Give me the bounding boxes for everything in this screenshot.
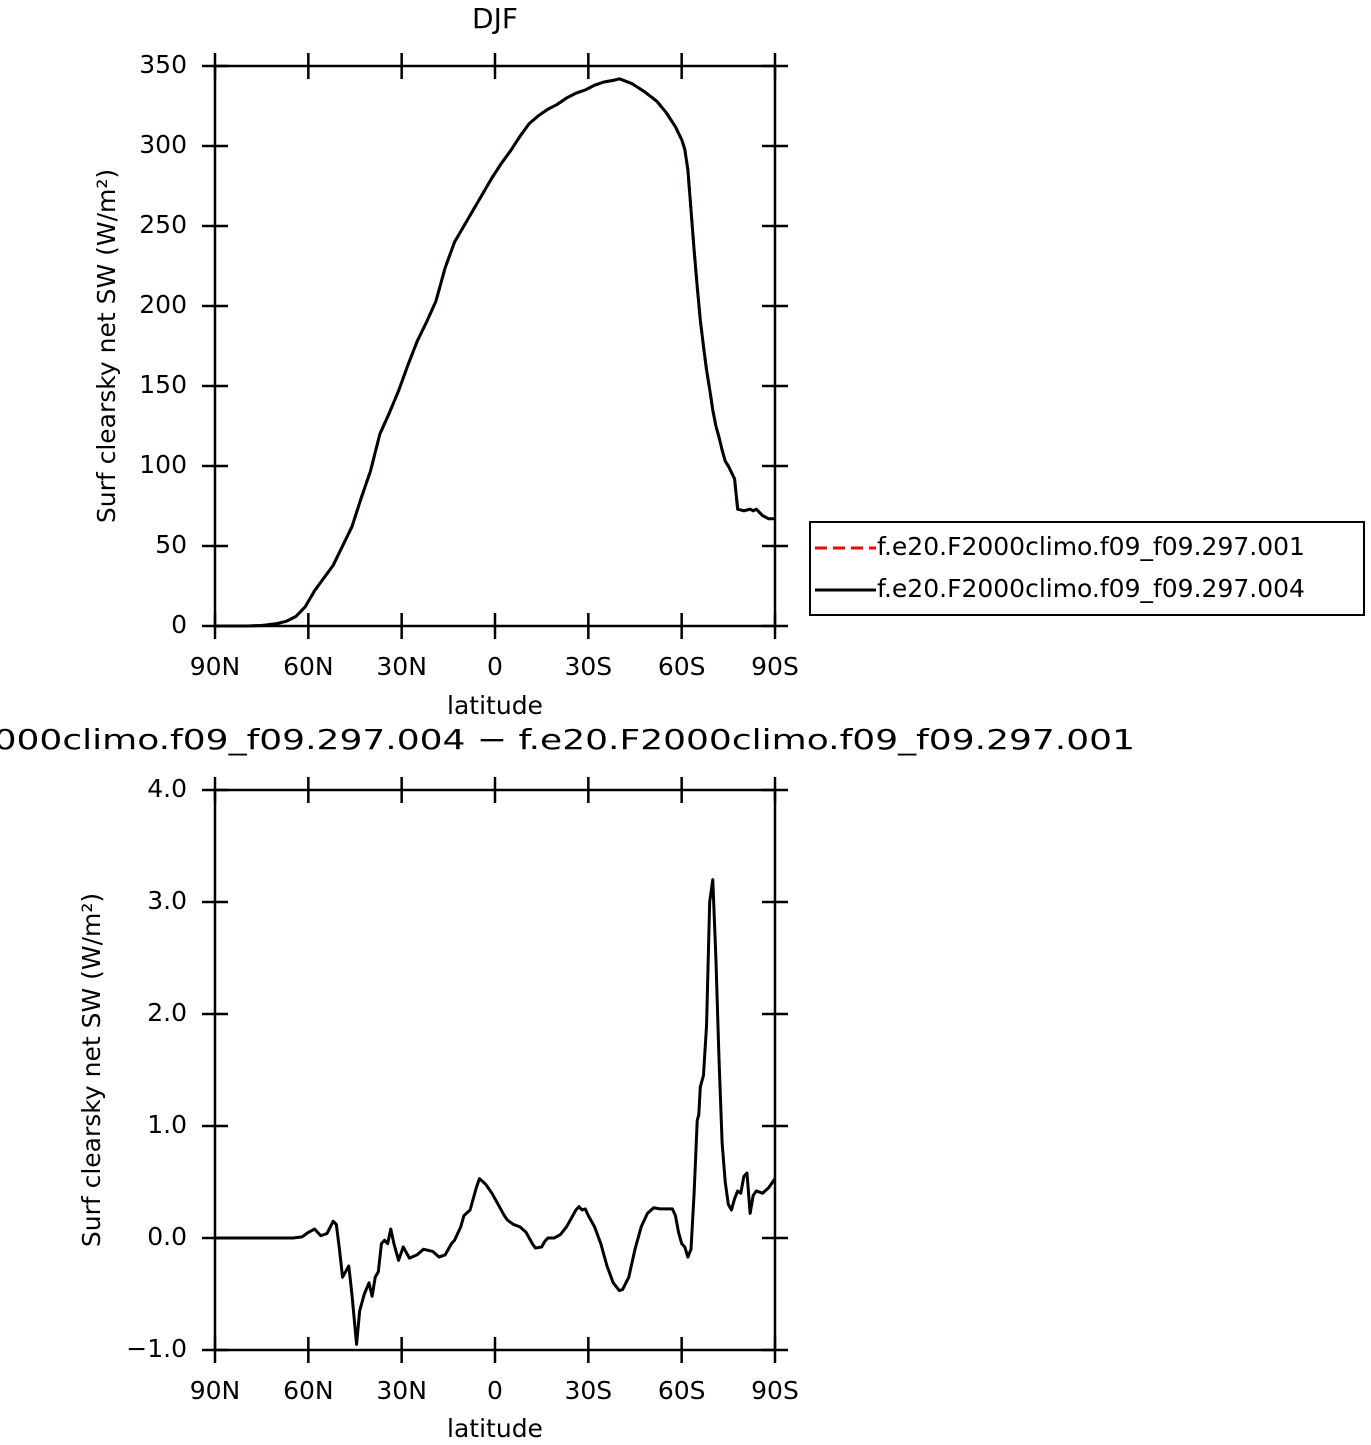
y-tick-label: 150 [139,370,187,399]
x-tick-label: 60S [658,652,706,681]
x-tick-label: 90N [190,1376,241,1405]
x-tick-label: 0 [487,652,503,681]
data-line [215,77,775,628]
legend-label: f.e20.F2000climo.f09_f09.297.004 [877,574,1305,603]
y-axis-title: Surf clearsky net SW (W/m²) [92,169,121,523]
x-axis-title: latitude [447,691,543,720]
x-axis-title: latitude [447,1414,543,1443]
y-tick-label: 4.0 [147,774,187,803]
data-line [215,878,777,1346]
x-tick-label: 60S [658,1376,706,1405]
y-tick-label: 100 [139,450,187,479]
y-tick-label: 2.0 [147,998,187,1027]
y-tick-label: 300 [139,130,187,159]
y-tick-label: 0 [171,610,187,639]
plot-frame [213,788,777,1352]
chart-title: f.e20.F2000climo.f09_f09.297.004 − f.e20… [0,723,1135,756]
x-tick-label: 90N [190,652,241,681]
data-line [215,77,775,628]
y-axis-title: Surf clearsky net SW (W/m²) [77,893,106,1247]
y-tick-label: 1.0 [147,1110,187,1139]
x-tick-label: 30N [376,1376,427,1405]
y-tick-label: 200 [139,290,187,319]
y-tick-label: 50 [155,530,187,559]
y-tick-label: −1.0 [126,1334,187,1363]
legend-box [809,521,1365,616]
y-tick-label: 3.0 [147,886,187,915]
x-tick-label: 30S [564,1376,612,1405]
x-tick-label: 60N [283,652,334,681]
x-tick-label: 60N [283,1376,334,1405]
plot-frame [213,64,777,628]
y-tick-label: 250 [139,210,187,239]
y-tick-label: 0.0 [147,1222,187,1251]
x-tick-label: 90S [751,652,799,681]
legend-label: f.e20.F2000climo.f09_f09.297.001 [877,532,1305,561]
x-tick-label: 90S [751,1376,799,1405]
x-tick-label: 0 [487,1376,503,1405]
x-tick-label: 30N [376,652,427,681]
x-tick-label: 30S [564,652,612,681]
chart-title: DJF [472,2,518,35]
y-tick-label: 350 [139,50,187,79]
